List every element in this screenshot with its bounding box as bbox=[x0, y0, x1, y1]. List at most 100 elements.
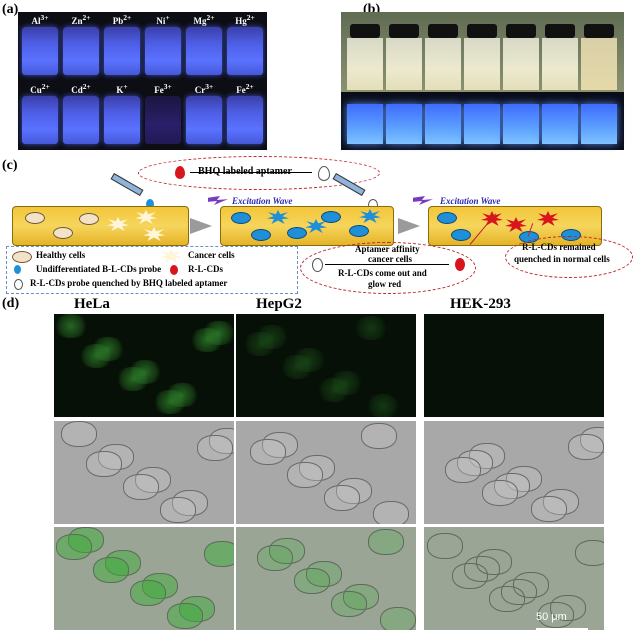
vial-daylight bbox=[464, 24, 500, 90]
blue-probe-cell bbox=[287, 227, 307, 239]
micrograph-fluor bbox=[424, 314, 604, 417]
vial-glass bbox=[425, 38, 461, 90]
fluorescent-vial bbox=[186, 27, 222, 75]
cell-shape bbox=[287, 462, 323, 488]
panel-a-vials-photo: Al3+ Zn2+ Pb2+ Ni+ Mg2+ Hg2+ Cu2+ Cd2+ K+ Fe3+ Cr3… bbox=[18, 12, 267, 150]
cell-shape bbox=[116, 367, 150, 391]
vial-daylight bbox=[347, 24, 383, 90]
cell-shape bbox=[457, 450, 493, 476]
excitation-label-2: Excitation Wave bbox=[440, 196, 501, 206]
panel-d-label: (d) bbox=[2, 296, 20, 311]
cell-shape bbox=[190, 328, 224, 352]
cell-shape bbox=[68, 527, 104, 553]
cell-shape bbox=[368, 529, 404, 555]
cell-shape bbox=[380, 607, 416, 630]
cell-shape bbox=[204, 541, 234, 567]
cell-shape bbox=[331, 591, 367, 617]
micrograph-bright bbox=[424, 421, 604, 524]
panel-c-label: (c) bbox=[2, 158, 18, 173]
column-title-hepg2: HepG2 bbox=[256, 296, 302, 312]
vial-daylight bbox=[503, 24, 539, 90]
vial-daylight bbox=[386, 24, 422, 90]
cell-shape bbox=[361, 423, 397, 449]
vial-glass bbox=[581, 38, 617, 90]
cell-shape bbox=[568, 434, 604, 460]
vial-uv-glow bbox=[581, 104, 617, 144]
red-cancer-cell-icon bbox=[505, 217, 527, 232]
vial-cap bbox=[545, 24, 575, 38]
cell-shape bbox=[550, 595, 586, 621]
cell-shape bbox=[445, 457, 481, 483]
cancer-cell-icon bbox=[143, 227, 165, 241]
legend-cancer: Cancer cells bbox=[188, 250, 235, 260]
cancer-cell-icon bbox=[135, 210, 157, 224]
vial-uv-glow bbox=[386, 104, 422, 144]
arrow-line bbox=[325, 264, 449, 265]
legend-rlcds: R-L-CDs bbox=[188, 264, 223, 274]
tube-step-1 bbox=[12, 206, 189, 246]
cell-shape bbox=[142, 573, 178, 599]
ion-label: K+ bbox=[116, 82, 128, 95]
vial-glass bbox=[464, 38, 500, 90]
cell-shape bbox=[56, 534, 92, 560]
cell-shape bbox=[243, 332, 277, 356]
cell-shape bbox=[329, 371, 363, 395]
cell-shape bbox=[172, 490, 208, 516]
vial-cap bbox=[350, 24, 380, 38]
cell-shape bbox=[160, 497, 196, 523]
micrograph-merge bbox=[236, 527, 416, 630]
cell-shape bbox=[257, 545, 293, 571]
blue-probe-cell bbox=[349, 225, 369, 237]
blue-cancer-cell-icon bbox=[267, 210, 289, 224]
ion-label: Fe3+ bbox=[154, 82, 172, 95]
cell-shape bbox=[475, 373, 509, 397]
cell-shape bbox=[165, 383, 199, 407]
cell-shape bbox=[98, 444, 134, 470]
remained-ellipse bbox=[505, 236, 633, 278]
fluorescent-vial bbox=[227, 96, 263, 144]
micrograph-bright bbox=[236, 421, 416, 524]
blue-probe-cell bbox=[231, 212, 251, 224]
cell-shape bbox=[292, 348, 326, 372]
column-title-hela: HeLa bbox=[74, 296, 110, 312]
red-drop-icon bbox=[175, 166, 185, 179]
fluorescent-vial bbox=[22, 27, 58, 75]
remained-text-1: R-L-CDs remained bbox=[522, 242, 596, 252]
excitation-label-1: Excitation Wave bbox=[232, 196, 293, 206]
blue-probe-cell bbox=[451, 229, 471, 241]
cell-shape bbox=[105, 550, 141, 576]
cell-shape bbox=[54, 314, 88, 338]
ion-label: Cu2+ bbox=[30, 82, 50, 95]
scale-bar-label: 50 μm bbox=[536, 611, 567, 623]
ion-label: Mg2+ bbox=[193, 13, 215, 26]
micrograph-merge bbox=[54, 527, 234, 630]
legend-quenched: R-L-CDs probe quenched by BHQ labeled ap… bbox=[30, 278, 228, 288]
ion-label: Cr3+ bbox=[194, 82, 214, 95]
cell-shape bbox=[573, 320, 604, 344]
cell-shape bbox=[343, 584, 379, 610]
syringe-icon bbox=[110, 172, 144, 197]
cell-shape bbox=[513, 572, 549, 598]
vial-glass bbox=[386, 38, 422, 90]
blue-probe-cell bbox=[321, 211, 341, 223]
cell-shape bbox=[561, 327, 595, 351]
cell-shape bbox=[255, 325, 289, 349]
vial-cap bbox=[428, 24, 458, 38]
affinity-text-2: cancer cells bbox=[368, 254, 413, 264]
healthy-cell bbox=[25, 212, 45, 224]
cell-shape bbox=[469, 443, 505, 469]
vial-daylight bbox=[425, 24, 461, 90]
lightning-icon bbox=[413, 196, 433, 205]
vial-cap bbox=[389, 24, 419, 38]
cell-shape bbox=[153, 390, 187, 414]
fluorescent-vial bbox=[186, 96, 222, 144]
cell-shape bbox=[250, 439, 286, 465]
micrograph-fluor bbox=[236, 314, 416, 417]
panel-c-schematic: BHQ labeled aptamer Excitation Wave Excita… bbox=[0, 150, 640, 300]
arrow-line bbox=[190, 172, 312, 173]
cell-shape bbox=[61, 421, 97, 447]
fluorescent-vial bbox=[22, 96, 58, 144]
affinity-text-1: Aptamer affinity bbox=[355, 244, 420, 254]
vial-cap bbox=[506, 24, 536, 38]
cell-shape bbox=[128, 360, 162, 384]
